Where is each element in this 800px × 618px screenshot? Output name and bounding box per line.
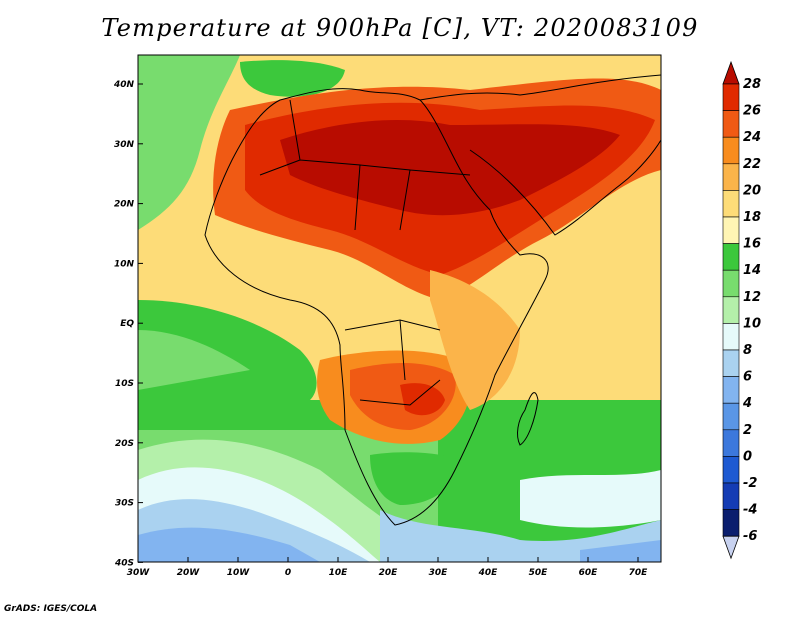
colorbar-swatch xyxy=(722,190,740,218)
colorbar-swatch xyxy=(722,349,740,377)
colorbar-label: 4 xyxy=(742,396,752,411)
lon-label: 70E xyxy=(629,568,649,578)
colorbar-label: -2 xyxy=(743,476,757,491)
plot-frame xyxy=(137,54,662,563)
lon-label: 60E xyxy=(579,568,599,578)
colorbar-label: -6 xyxy=(743,529,757,544)
lon-label: 50E xyxy=(529,568,549,578)
colorbar-label: 6 xyxy=(743,370,752,385)
lat-label: 10S xyxy=(115,379,134,389)
colorbar-swatch xyxy=(722,269,740,298)
lon-label: 20W xyxy=(177,568,201,578)
lat-label: 40N xyxy=(113,80,135,90)
colorbar-swatch xyxy=(722,376,740,404)
lon-label: 10E xyxy=(329,568,349,578)
colorbar-label: 8 xyxy=(743,343,752,358)
colorbar-swatch xyxy=(722,136,740,165)
colorbar-swatch xyxy=(722,163,740,191)
lat-label: 30S xyxy=(115,499,134,509)
map-title: Temperature at 900hPa [C], VT: 202008310… xyxy=(101,14,699,42)
lon-label: 0 xyxy=(285,568,291,578)
coastlines xyxy=(204,74,661,526)
lon-label: 30E xyxy=(429,568,449,578)
colorbar-label: 10 xyxy=(743,316,761,331)
lat-label: 30N xyxy=(114,140,135,150)
colorbar-label: 12 xyxy=(743,290,761,305)
colorbar-swatch xyxy=(722,323,740,351)
colorbar-label: -4 xyxy=(743,503,757,518)
colorbar-swatch xyxy=(722,402,740,431)
colorbar-label: 28 xyxy=(743,77,761,92)
colorbar-swatch xyxy=(722,216,740,244)
colorbar-swatch xyxy=(722,429,740,457)
colorbar-swatch xyxy=(722,110,740,138)
longitude-labels: 30W 20W 10W 0 10E 20E 30E 40E 50E 60E 70E xyxy=(127,557,648,578)
lon-label: 20E xyxy=(379,568,399,578)
temperature-field xyxy=(138,55,661,562)
colorbar-label: 26 xyxy=(743,104,761,119)
grads-credit: GrADS: IGES/COLA xyxy=(4,604,98,614)
colorbar-swatch xyxy=(722,509,740,537)
colorbar-swatch xyxy=(722,456,740,484)
lat-label: 20N xyxy=(114,200,135,210)
colorbar-swatch xyxy=(722,296,740,324)
lat-label: 20S xyxy=(115,439,134,449)
lon-label: 10W xyxy=(227,568,251,578)
colorbar-swatch xyxy=(722,243,740,271)
colorbar-label: 24 xyxy=(743,130,761,145)
colorbar-top-arrow xyxy=(722,60,740,85)
colorbar-swatch xyxy=(722,83,740,111)
colorbar-label: 0 xyxy=(743,449,752,464)
lat-label: 10N xyxy=(114,259,135,269)
colorbar-label: 20 xyxy=(743,183,761,198)
lat-label: EQ xyxy=(120,319,134,329)
lon-label: 30W xyxy=(127,568,151,578)
colorbar-label: 14 xyxy=(743,263,761,278)
colorbar-swatch xyxy=(722,482,740,510)
colorbar-label: 18 xyxy=(743,210,761,225)
colorbar-label: 2 xyxy=(743,423,752,438)
lon-label: 40E xyxy=(478,568,499,578)
lat-label: 40S xyxy=(114,558,134,568)
colorbar-bottom-arrow xyxy=(722,535,740,560)
latitude-labels: 40N 30N 20N 10N EQ 10S 20S 30S 40S xyxy=(113,80,143,568)
colorbar-label: 16 xyxy=(743,237,761,252)
colorbar-label: 22 xyxy=(743,157,761,172)
